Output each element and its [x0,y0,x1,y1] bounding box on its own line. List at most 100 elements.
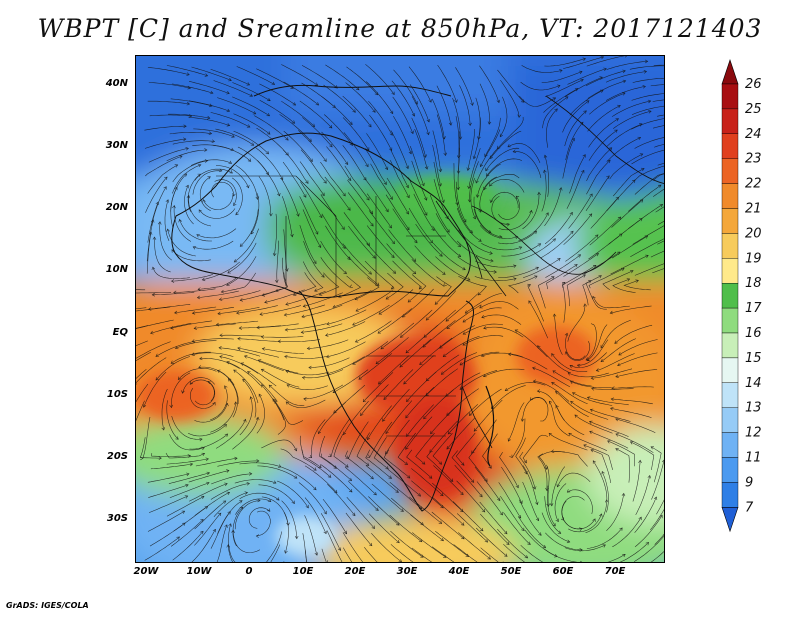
streamline [194,403,228,423]
streamline [256,68,294,89]
streamline-arrow [231,529,235,534]
streamline-arrow [428,99,432,103]
streamline [600,338,637,362]
colorbar-segment [721,183,739,209]
streamline-arrow [639,218,643,222]
streamline [587,397,629,406]
streamline-arrow [325,333,329,337]
streamline-arrow [226,108,231,113]
streamline [342,117,370,151]
streamline-arrow [621,267,625,272]
streamline [152,266,190,279]
streamline [585,175,610,211]
streamline [187,173,201,212]
streamline-arrow [209,103,213,108]
streamline-arrow [614,129,618,133]
streamline-arrow [210,90,214,95]
streamline-arrow [421,461,426,465]
streamline [548,401,570,437]
streamline-arrow [200,518,204,523]
colorbar-label: 9 [745,475,753,490]
streamline-arrow [513,264,517,268]
streamline [175,340,217,349]
streamline-arrow [296,213,300,217]
streamline [194,381,216,406]
streamline-arrow [255,534,260,538]
streamline [585,70,626,86]
streamline [433,465,464,495]
streamline-arrow [250,142,255,146]
streamline-arrow [536,389,541,393]
streamline [219,334,262,337]
streamline-arrow [233,259,238,263]
streamline [544,187,562,226]
streamline-arrow [327,453,332,458]
streamline [159,221,172,261]
streamline-arrow [226,91,230,95]
streamline-arrow [647,99,652,104]
streamline-arrow [226,491,231,495]
streamline-arrow [467,185,471,190]
streamline-arrow [442,353,447,358]
streamline-arrow [617,216,622,220]
streamline-arrow [603,67,607,71]
longitude-label: 30E [396,566,418,577]
streamline-arrow [580,78,584,83]
streamline-arrow [352,109,356,113]
streamline-arrow [152,236,157,240]
streamline [584,251,621,275]
colorbar-segment [721,108,739,135]
streamline-arrow [406,398,410,403]
streamline-arrow [373,492,377,496]
streamline [567,68,607,85]
streamline [304,515,318,556]
streamline [414,128,428,170]
streamline-arrow [348,477,353,482]
colorbar-segment [721,432,739,458]
streamline-arrow [257,359,262,363]
streamline [298,130,327,162]
streamline [459,370,498,390]
streamline [348,481,379,511]
streamline [366,242,396,274]
longitude-label: 0 [245,566,253,577]
streamline [302,369,344,379]
streamline [587,80,626,99]
grads-credit: GrADS: IGES/COLA [6,601,89,610]
streamline [256,393,265,434]
streamline [264,289,305,303]
streamline-arrow [423,415,427,420]
streamline-arrow [391,240,395,245]
streamline-arrow [429,449,433,453]
streamline-arrow [329,143,333,148]
streamline [210,385,228,421]
streamline [149,522,186,547]
streamline [285,399,326,408]
streamline [490,191,519,209]
streamline-arrow [615,448,619,452]
streamline [569,352,607,368]
streamline [151,186,167,226]
streamline-arrow [446,412,450,416]
streamline-arrow [151,219,155,223]
streamline-arrow [204,506,209,510]
streamline [272,398,286,435]
streamline-arrow [426,131,430,136]
streamline [279,114,312,142]
streamline [342,532,364,562]
streamline-arrow [507,352,512,357]
streamline [216,524,228,562]
streamline [346,66,378,96]
streamline [511,418,526,458]
streamline-arrow [448,122,453,126]
streamline [611,100,651,117]
latitude-label: 40N [105,78,128,89]
streamline-arrow [489,155,494,160]
streamline-arrow [554,108,558,112]
streamline-arrow [233,369,237,373]
streamline-arrow [619,527,623,531]
streamline-arrow [480,353,485,357]
streamline-arrow [323,180,327,184]
streamline [432,433,453,465]
streamline [654,144,664,148]
